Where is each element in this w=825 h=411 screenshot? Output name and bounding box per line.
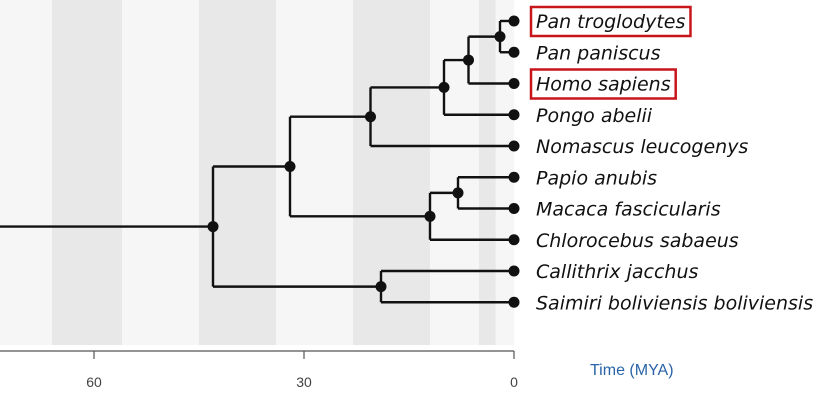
- tree-nodes: [207, 15, 520, 308]
- axis-tick-label-30: 30: [296, 374, 312, 390]
- species-label-pan_paniscus: Pan paniscus: [536, 42, 661, 64]
- tip-node-callithrix_jacchus: [508, 265, 520, 277]
- internal-node-cebidae: [375, 281, 387, 293]
- species-label-chlorocebus_sabaeus: Chlorocebus sabaeus: [536, 230, 739, 252]
- internal-node-pan: [494, 31, 506, 43]
- tip-node-saimiri_boliviensis: [508, 296, 520, 308]
- highlight-boxes: [529, 5, 692, 100]
- species-label-pan_troglodytes: Pan troglodytes: [536, 11, 685, 33]
- internal-node-papionini: [452, 187, 464, 199]
- time-band: [353, 0, 430, 345]
- tip-node-homo_sapiens: [508, 78, 520, 89]
- species-label-papio_anubis: Papio anubis: [536, 167, 657, 189]
- internal-node-catarrhini: [284, 161, 296, 173]
- time-band: [122, 0, 199, 345]
- axis-tick-label-60: 60: [86, 374, 102, 390]
- time-band: [52, 0, 122, 345]
- tip-node-pan_paniscus: [508, 46, 520, 58]
- tip-node-pongo_abelii: [508, 109, 520, 121]
- tip-node-papio_anubis: [508, 171, 520, 183]
- species-label-saimiri_boliviensis: Saimiri boliviensis boliviensis: [536, 292, 813, 314]
- tip-node-pan_troglodytes: [508, 15, 520, 27]
- time-band: [430, 0, 479, 345]
- internal-node-homininae: [463, 54, 474, 66]
- time-band: [479, 0, 496, 345]
- species-label-homo_sapiens: Homo sapiens: [536, 74, 671, 96]
- highlight-box-homo_sapiens: [529, 68, 677, 100]
- internal-node-simiiformes: [207, 221, 219, 233]
- axis-ticks: 60 30 0: [86, 351, 518, 390]
- highlight-box-pan_troglodytes: [529, 5, 692, 38]
- species-label-callithrix_jacchus: Callithrix jacchus: [536, 261, 699, 283]
- time-band: [276, 0, 353, 345]
- species-label-macaca_fascicularis: Macaca fascicularis: [536, 199, 721, 221]
- species-label-pongo_abelii: Pongo abelii: [536, 105, 653, 127]
- tip-node-nomascus_leucogenys: [508, 140, 520, 152]
- time-background-bands: [0, 0, 496, 345]
- internal-node-hominoidea: [365, 111, 376, 123]
- axis-tick-label-0: 0: [510, 374, 518, 390]
- tip-node-macaca_fascicularis: [508, 203, 520, 214]
- time-band: [199, 0, 276, 345]
- tip-node-chlorocebus_sabaeus: [508, 234, 520, 246]
- internal-node-cercopithecinae: [424, 210, 436, 222]
- species-labels: Pan troglodytes Pan paniscus Homo sapiens P…: [536, 11, 813, 314]
- time-axis: 60 30 0 Time (MYA): [0, 350, 674, 390]
- axis-title: Time (MYA): [590, 362, 674, 379]
- species-label-nomascus_leucogenys: Nomascus leucogenys: [536, 136, 748, 158]
- internal-node-hominidae: [438, 81, 450, 93]
- time-band: [0, 0, 52, 345]
